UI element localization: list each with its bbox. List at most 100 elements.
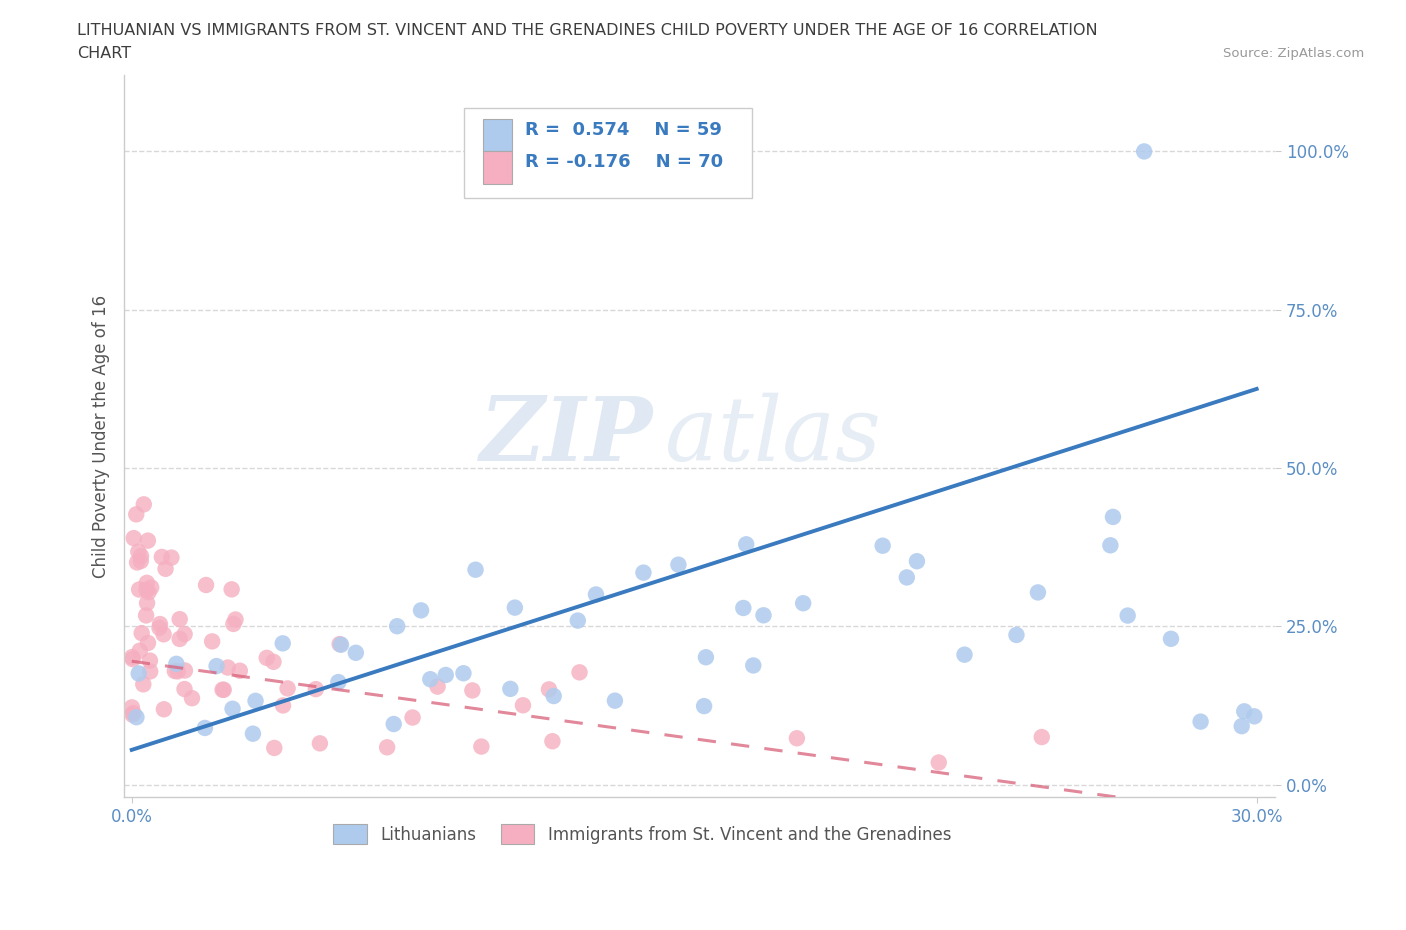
Point <box>330 637 353 652</box>
Point <box>263 655 285 670</box>
Point <box>733 601 755 616</box>
Point <box>205 658 228 673</box>
Point <box>543 688 565 703</box>
Point <box>127 544 149 559</box>
Point <box>633 565 655 580</box>
Point <box>129 549 152 564</box>
Text: LITHUANIAN VS IMMIGRANTS FROM ST. VINCENT AND THE GRENADINES CHILD POVERTY UNDER: LITHUANIAN VS IMMIGRANTS FROM ST. VINCEN… <box>77 23 1098 38</box>
Point <box>136 595 159 610</box>
Point <box>382 717 405 732</box>
Point <box>136 533 159 548</box>
Point <box>153 702 176 717</box>
Point <box>453 666 475 681</box>
Point <box>464 563 486 578</box>
Point <box>271 698 294 713</box>
Text: ZIP: ZIP <box>481 393 654 480</box>
Text: R =  0.574    N = 59: R = 0.574 N = 59 <box>524 121 721 139</box>
Point <box>135 582 157 597</box>
Point <box>221 701 243 716</box>
Point <box>1133 144 1156 159</box>
Point <box>905 553 928 568</box>
Point <box>121 652 143 667</box>
Point <box>160 551 183 565</box>
Point <box>1005 628 1028 643</box>
Point <box>567 613 589 628</box>
Point <box>256 650 278 665</box>
Point <box>786 731 808 746</box>
Point <box>503 600 526 615</box>
Point <box>309 736 332 751</box>
Point <box>163 664 186 679</box>
Point <box>217 660 239 675</box>
Point <box>181 691 204 706</box>
Point <box>125 710 148 724</box>
Point <box>173 627 195 642</box>
Point <box>419 671 441 686</box>
Bar <box>484 119 512 152</box>
Point <box>132 497 155 512</box>
Point <box>328 674 350 689</box>
Point <box>512 698 534 712</box>
Point <box>426 679 449 694</box>
Point <box>121 707 143 722</box>
Point <box>385 618 408 633</box>
Point <box>211 683 233 698</box>
Point <box>1243 709 1265 724</box>
Point <box>131 626 153 641</box>
Point <box>263 740 285 755</box>
Point <box>139 664 162 679</box>
Y-axis label: Child Poverty Under the Age of 16: Child Poverty Under the Age of 16 <box>93 295 110 578</box>
Point <box>169 612 191 627</box>
Point <box>305 682 328 697</box>
Point <box>742 658 765 673</box>
Point <box>541 734 564 749</box>
Point <box>329 637 352 652</box>
Point <box>155 562 177 577</box>
FancyBboxPatch shape <box>464 108 752 198</box>
Text: R = -0.176    N = 70: R = -0.176 N = 70 <box>524 153 723 171</box>
Point <box>125 507 148 522</box>
Point <box>693 698 716 713</box>
Point <box>245 694 267 709</box>
Point <box>1026 585 1049 600</box>
Point <box>194 721 217 736</box>
Point <box>409 603 432 618</box>
Point <box>792 596 814 611</box>
Point <box>141 580 163 595</box>
Point <box>896 570 918 585</box>
Point <box>603 693 626 708</box>
Point <box>136 635 159 650</box>
Point <box>150 550 173 565</box>
Point <box>166 664 188 679</box>
Point <box>135 608 157 623</box>
Point <box>121 650 143 665</box>
Point <box>277 681 299 696</box>
Point <box>953 647 976 662</box>
Point <box>135 576 157 591</box>
Point <box>221 582 243 597</box>
Point <box>1189 714 1212 729</box>
Point <box>173 682 195 697</box>
Text: atlas: atlas <box>665 393 882 480</box>
Point <box>1102 510 1125 525</box>
Bar <box>484 152 512 184</box>
Point <box>122 706 145 721</box>
Point <box>229 663 252 678</box>
Point <box>222 617 245 631</box>
Point <box>735 537 758 551</box>
Point <box>470 739 492 754</box>
Point <box>149 617 172 631</box>
Point <box>1160 631 1182 646</box>
Point <box>122 531 145 546</box>
Point <box>201 634 224 649</box>
Point <box>1099 538 1122 552</box>
Point <box>585 587 607 602</box>
Point <box>121 700 143 715</box>
Point <box>928 755 950 770</box>
Point <box>169 631 191 646</box>
Text: CHART: CHART <box>77 46 131 61</box>
Point <box>212 683 235 698</box>
Point <box>148 620 170 635</box>
Point <box>499 682 522 697</box>
Point <box>195 578 218 592</box>
